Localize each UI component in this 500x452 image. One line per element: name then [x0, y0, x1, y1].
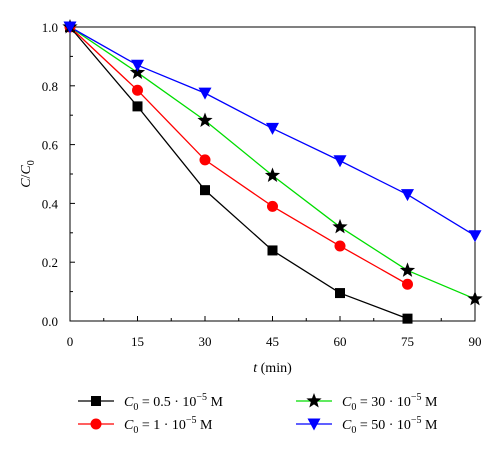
- data-point-square: [132, 101, 143, 112]
- legend-marker-circle: [90, 418, 102, 430]
- data-point-triangle-down: [63, 21, 77, 34]
- x-tick-label: 15: [131, 334, 144, 349]
- legend-label: C0 = 30 · 10−5 M: [342, 392, 438, 413]
- legend-item: C0 = 30 · 10−5 M: [296, 392, 438, 413]
- data-point-circle: [267, 200, 278, 212]
- y-tick-label: 0.8: [42, 79, 58, 94]
- data-point-triangle-down: [198, 87, 212, 100]
- data-point-triangle-down: [333, 155, 347, 168]
- legend-label: C0 = 50 · 10−5 M: [342, 415, 438, 436]
- data-point-star: [264, 167, 281, 182]
- series-line-circle: [69, 26, 408, 285]
- legend-marker-star: [306, 393, 322, 408]
- x-tick-label: 0: [67, 334, 74, 349]
- series-line-star: [69, 26, 476, 300]
- x-tick-label: 90: [469, 334, 482, 349]
- data-point-circle: [334, 240, 346, 252]
- legend-item: C0 = 1 · 10−5 M: [78, 415, 213, 436]
- y-tick-label: 0.2: [42, 255, 58, 270]
- x-axis-title: t (min): [253, 361, 292, 376]
- data-point-square: [200, 185, 210, 196]
- data-point-circle: [199, 154, 211, 166]
- data-point-star: [129, 64, 146, 80]
- legend-marker-triangle-down: [307, 418, 321, 431]
- data-point-triangle-down: [468, 230, 482, 243]
- data-point-star: [197, 112, 213, 127]
- data-point-triangle-down: [266, 122, 279, 135]
- x-tick-label: 60: [334, 334, 347, 349]
- data-point-square: [402, 313, 413, 324]
- series-markers: [62, 19, 483, 324]
- x-tick-label: 45: [266, 334, 279, 349]
- y-tick-label: 0.4: [42, 196, 59, 211]
- y-axis-title: C/C0: [19, 160, 37, 188]
- legend: C0 = 0.5 · 10−5 MC0 = 1 · 10−5 M C0 = 30 …: [78, 392, 438, 436]
- plot-axes: 0 15 30 45 60 75 90 0.0 0.2 0.4 0.6 0.8 1.0 t (min) C/…: [19, 20, 482, 376]
- legend-label: C0 = 0.5 · 10−5 M: [124, 392, 224, 413]
- legend-label: C0 = 1 · 10−5 M: [124, 415, 213, 436]
- legend-item: C0 = 0.5 · 10−5 M: [78, 392, 224, 413]
- legend-item: C0 = 50 · 10−5 M: [296, 415, 438, 436]
- data-point-circle: [132, 84, 143, 96]
- data-point-star: [467, 290, 483, 306]
- x-tick-label: 75: [401, 334, 414, 349]
- y-tick-label: 0.0: [42, 314, 58, 329]
- legend-marker-square: [91, 396, 101, 406]
- data-point-triangle-down: [131, 59, 144, 72]
- x-tick-label: 30: [199, 334, 212, 349]
- data-point-square: [267, 245, 278, 256]
- y-tick-label: 0.6: [42, 138, 59, 153]
- y-tick-label: 1.0: [42, 20, 58, 35]
- data-point-square: [335, 288, 345, 299]
- data-point-star: [332, 218, 348, 234]
- data-point-triangle-down: [401, 189, 414, 202]
- data-point-circle: [402, 278, 413, 290]
- series-line-square: [69, 26, 408, 320]
- data-point-star: [399, 262, 416, 277]
